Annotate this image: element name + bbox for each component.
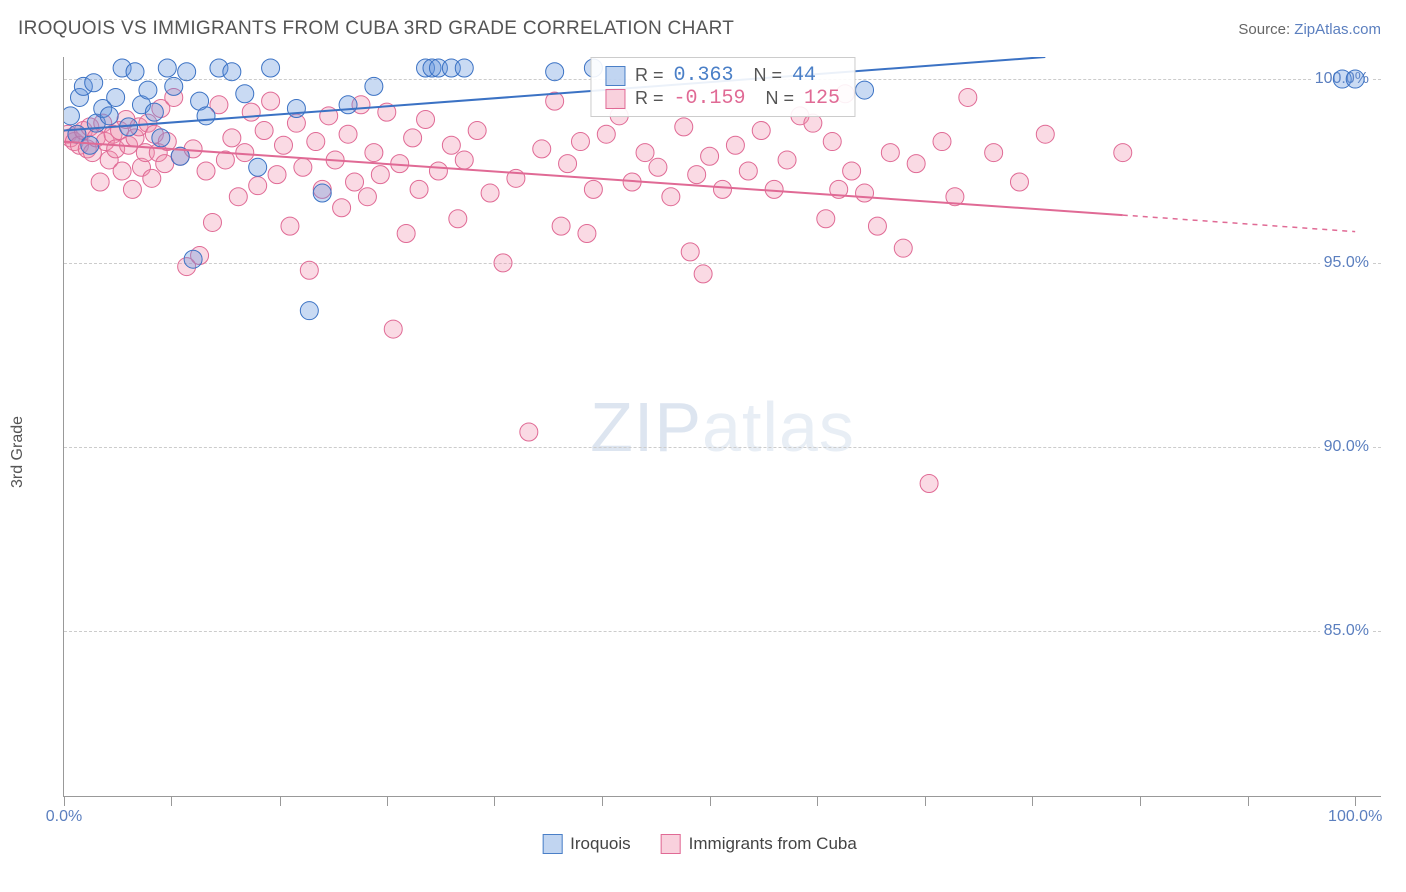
chart-title: IROQUOIS VS IMMIGRANTS FROM CUBA 3RD GRA… bbox=[18, 18, 734, 40]
y-axis-label: 3rd Grade bbox=[9, 416, 27, 488]
source-label: Source: ZipAtlas.com bbox=[1238, 21, 1381, 38]
legend: Iroquois Immigrants from Cuba bbox=[542, 834, 857, 854]
scatter-svg bbox=[64, 57, 1381, 796]
legend-blue-icon bbox=[542, 834, 562, 854]
correlation-stats: R = 0.363 N = 44 R = -0.159 N = 125 bbox=[590, 57, 855, 117]
x-tick-label: 100.0% bbox=[1328, 808, 1382, 826]
plot-region: ZIPatlas R = 0.363 N = 44 R = -0.159 N =… bbox=[63, 57, 1381, 797]
chart-area: 3rd Grade ZIPatlas R = 0.363 N = 44 R = … bbox=[18, 42, 1381, 862]
legend-pink-icon bbox=[661, 834, 681, 854]
source-link[interactable]: ZipAtlas.com bbox=[1294, 21, 1381, 38]
blue-swatch-icon bbox=[605, 66, 625, 86]
pink-swatch-icon bbox=[605, 89, 625, 109]
x-tick-label: 0.0% bbox=[46, 808, 82, 826]
